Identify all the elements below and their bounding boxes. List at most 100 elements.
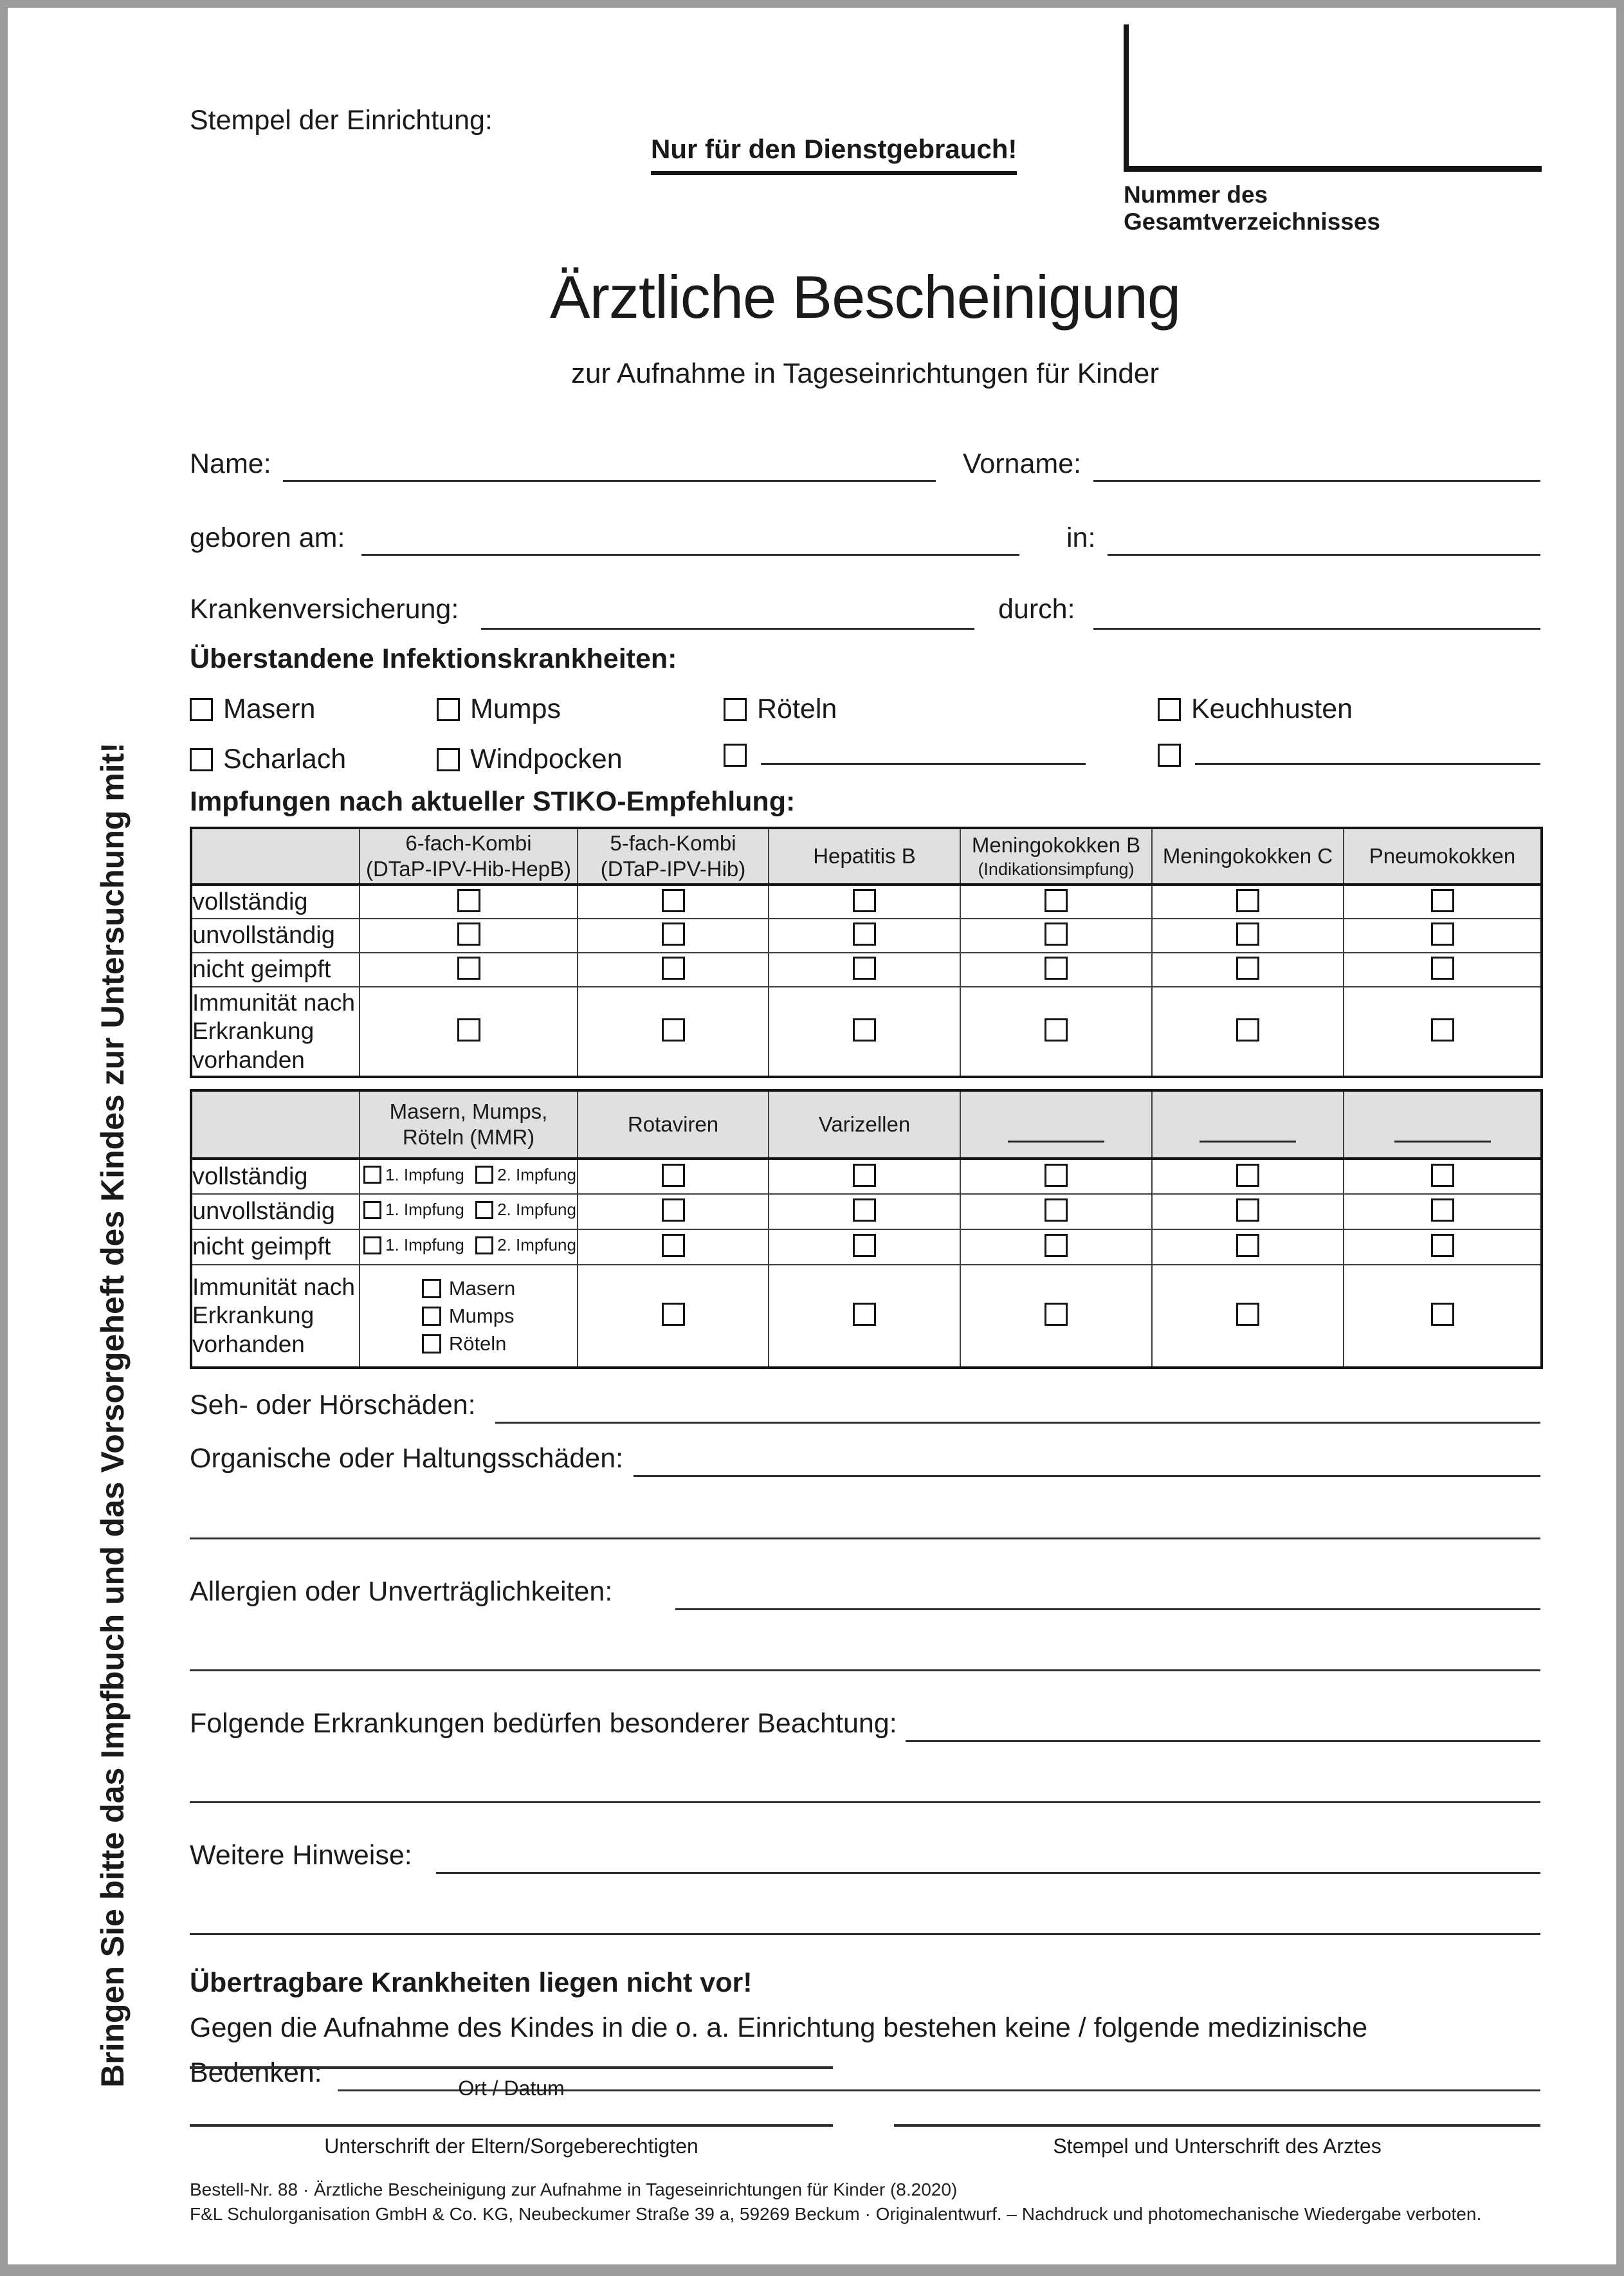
vaccine-checkbox[interactable] xyxy=(853,957,876,980)
footer-line-1: Bestell-Nr. 88 · Ärztliche Bescheinigung… xyxy=(190,2180,958,2199)
other-infection-1-input-line[interactable] xyxy=(761,763,1086,765)
other-infection-2-input-line[interactable] xyxy=(1195,763,1540,765)
vaccine-checkbox[interactable] xyxy=(661,922,685,946)
checkbox-immunity-masern[interactable] xyxy=(421,1278,441,1298)
ort-datum-line[interactable] xyxy=(190,2066,833,2069)
vaccine-checkbox[interactable] xyxy=(1236,922,1259,946)
footer-line-2: F&L Schulorganisation GmbH & Co. KG, Neu… xyxy=(190,2204,1482,2224)
vaccine-checkbox[interactable] xyxy=(1430,888,1454,912)
infections-heading: Überstandene Infektionskrankheiten: xyxy=(190,643,677,674)
vaccination-table-1: 6-fach-Kombi (DTaP-IPV-Hib-HepB) 5-fach-K… xyxy=(190,827,1543,1078)
vaccine-checkbox[interactable] xyxy=(661,1234,685,1257)
immunity-option-mumps: Mumps xyxy=(421,1305,515,1328)
vaccine-checkbox[interactable] xyxy=(1430,1198,1454,1222)
vaccine-checkbox[interactable] xyxy=(853,922,876,946)
vaccine-checkbox[interactable] xyxy=(661,1303,685,1326)
organische-schaeden-input-line[interactable] xyxy=(634,1475,1540,1477)
checkbox-1-impfung[interactable] xyxy=(363,1200,381,1219)
checkbox-immunity-mumps[interactable] xyxy=(421,1306,441,1326)
doctor-signature-line[interactable] xyxy=(894,2124,1540,2127)
vaccine-checkbox[interactable] xyxy=(457,922,480,946)
row-label: vollständig xyxy=(190,884,360,919)
vaccine-checkbox[interactable] xyxy=(1236,957,1259,980)
vaccine-checkbox[interactable] xyxy=(1430,1303,1454,1326)
vorname-input-line[interactable] xyxy=(1093,480,1540,482)
vaccine-checkbox[interactable] xyxy=(661,888,685,912)
vaccine-checkbox[interactable] xyxy=(1430,1234,1454,1257)
checkbox-2-impfung[interactable] xyxy=(475,1236,494,1254)
table1-col-5fach: 5-fach-Kombi (DTaP-IPV-Hib) xyxy=(577,827,769,886)
checkbox-masern[interactable] xyxy=(190,697,213,721)
besondere-beachtung-input-line-2[interactable] xyxy=(190,1801,1540,1803)
vaccine-checkbox[interactable] xyxy=(661,957,685,980)
vaccine-checkbox[interactable] xyxy=(1430,922,1454,946)
vaccine-checkbox[interactable] xyxy=(1045,1303,1068,1326)
checkbox-2-impfung[interactable] xyxy=(475,1200,494,1219)
blank-column-input-line[interactable] xyxy=(1394,1140,1491,1143)
vaccine-checkbox[interactable] xyxy=(457,1018,480,1042)
vaccine-checkbox[interactable] xyxy=(661,1198,685,1222)
weitere-hinweise-input-line[interactable] xyxy=(436,1872,1540,1874)
vaccine-checkbox[interactable] xyxy=(1045,922,1068,946)
organische-schaeden-input-line-2[interactable] xyxy=(190,1537,1540,1539)
infection-item-keuchhusten: Keuchhusten xyxy=(1158,693,1353,725)
vaccine-checkbox[interactable] xyxy=(1430,1163,1454,1187)
no-contagious-statement: Übertragbare Krankheiten liegen nicht vo… xyxy=(190,1967,753,1998)
geboren-am-input-line[interactable] xyxy=(361,554,1019,556)
checkbox-2-impfung[interactable] xyxy=(475,1166,494,1184)
checkbox-windpocken[interactable] xyxy=(437,748,460,771)
parents-signature-line[interactable] xyxy=(190,2124,833,2127)
vaccination-table-2: Masern, Mumps, Röteln (MMR) Rotaviren Var… xyxy=(190,1089,1543,1369)
vaccine-checkbox[interactable] xyxy=(661,1163,685,1187)
allergien-input-line[interactable] xyxy=(675,1608,1540,1610)
seh-hoerschaeden-input-line[interactable] xyxy=(495,1422,1540,1424)
vaccine-checkbox[interactable] xyxy=(457,888,480,912)
checkbox-1-impfung[interactable] xyxy=(363,1166,381,1184)
vaccine-checkbox[interactable] xyxy=(1045,888,1068,912)
checkbox-mumps[interactable] xyxy=(437,697,460,721)
checkbox-other-infection-2[interactable] xyxy=(1158,744,1181,767)
vaccine-checkbox[interactable] xyxy=(457,957,480,980)
krankenversicherung-input-line[interactable] xyxy=(481,628,974,630)
vaccine-checkbox[interactable] xyxy=(1236,1163,1259,1187)
vaccine-checkbox[interactable] xyxy=(853,1018,876,1042)
durch-input-line[interactable] xyxy=(1093,628,1540,630)
vaccine-checkbox[interactable] xyxy=(853,888,876,912)
vaccine-checkbox[interactable] xyxy=(1045,1018,1068,1042)
blank-column-input-line[interactable] xyxy=(1200,1140,1296,1143)
vaccine-checkbox[interactable] xyxy=(1045,1198,1068,1222)
allergien-input-line-2[interactable] xyxy=(190,1669,1540,1671)
vaccine-checkbox[interactable] xyxy=(853,1234,876,1257)
checkbox-roeteln[interactable] xyxy=(724,697,747,721)
vaccine-checkbox[interactable] xyxy=(1236,1198,1259,1222)
checkbox-1-impfung[interactable] xyxy=(363,1236,381,1254)
geburtsort-input-line[interactable] xyxy=(1108,554,1540,556)
vaccine-checkbox[interactable] xyxy=(853,1303,876,1326)
checkbox-immunity-roeteln[interactable] xyxy=(421,1334,441,1354)
vaccine-checkbox[interactable] xyxy=(1045,1234,1068,1257)
mmr-dose-1: 1. Impfung xyxy=(363,1165,464,1185)
vaccine-checkbox[interactable] xyxy=(1430,957,1454,980)
checkbox-scharlach[interactable] xyxy=(190,748,213,771)
vaccine-checkbox[interactable] xyxy=(1045,957,1068,980)
vaccine-checkbox[interactable] xyxy=(1430,1018,1454,1042)
besondere-beachtung-input-line[interactable] xyxy=(906,1740,1540,1742)
vaccine-checkbox[interactable] xyxy=(661,1018,685,1042)
vaccine-checkbox[interactable] xyxy=(1236,888,1259,912)
vaccine-checkbox[interactable] xyxy=(853,1163,876,1187)
bedenken-input-line[interactable] xyxy=(338,2089,1540,2091)
parents-signature-label: Unterschrift der Eltern/Sorgeberechtigte… xyxy=(324,2134,698,2158)
vaccine-checkbox[interactable] xyxy=(1236,1234,1259,1257)
weitere-hinweise-input-line-2[interactable] xyxy=(190,1933,1540,1935)
checkbox-keuchhusten[interactable] xyxy=(1158,697,1181,721)
name-input-line[interactable] xyxy=(283,480,936,482)
stamp-label: Stempel der Einrichtung: xyxy=(190,105,493,136)
vaccinations-heading: Impfungen nach aktueller STIKO-Empfehlun… xyxy=(190,786,796,817)
blank-column-input-line[interactable] xyxy=(1008,1140,1104,1143)
vaccine-checkbox[interactable] xyxy=(853,1198,876,1222)
checkbox-other-infection-1[interactable] xyxy=(724,744,747,767)
vaccine-checkbox[interactable] xyxy=(1236,1018,1259,1042)
vaccine-checkbox[interactable] xyxy=(1236,1303,1259,1326)
vaccine-checkbox[interactable] xyxy=(1045,1163,1068,1187)
besondere-beachtung-label: Folgende Erkrankungen bedürfen besondere… xyxy=(190,1708,897,1739)
